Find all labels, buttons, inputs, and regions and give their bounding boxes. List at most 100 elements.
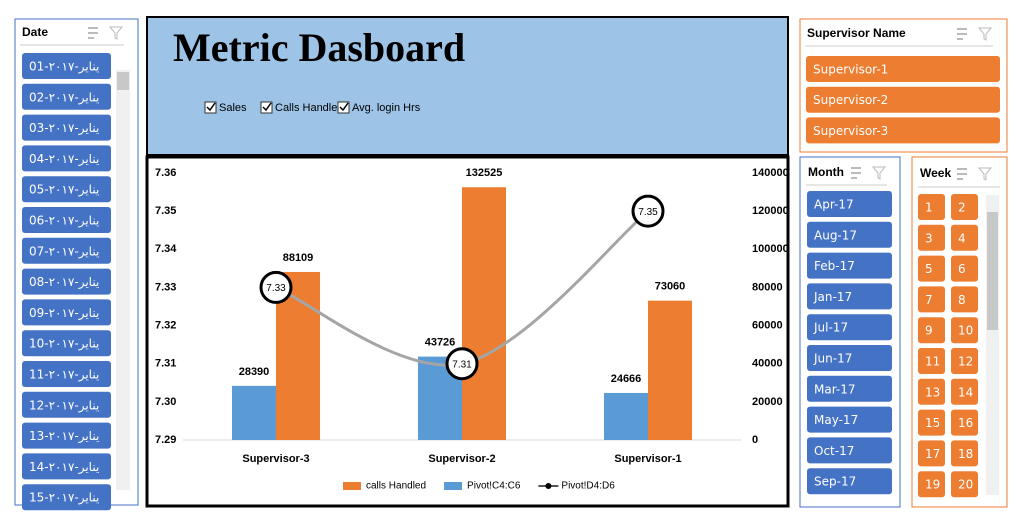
slicer-item[interactable] <box>951 286 978 313</box>
slicer-item[interactable] <box>918 224 945 251</box>
slicer-item-label: 4 <box>958 231 966 245</box>
slicer-header: Week <box>920 166 951 180</box>
slicer-item[interactable] <box>22 299 111 326</box>
multi-select-icon[interactable] <box>851 167 861 179</box>
slicer-item[interactable] <box>22 53 111 79</box>
checkbox[interactable] <box>204 101 217 114</box>
slicer-item-label: 15 <box>925 416 940 430</box>
slicer-item[interactable] <box>918 471 945 498</box>
slicer-item-label: 19 <box>925 478 940 492</box>
slicer-item[interactable] <box>951 224 978 251</box>
slicer-item-label: Jul-17 <box>813 321 848 335</box>
slicer-item-label: 15-يناير-٢٠١٧ <box>29 491 99 506</box>
y2-tick-label: 80000 <box>752 281 783 293</box>
slicer-item-label: 18 <box>958 447 973 461</box>
slicer-item-label: 11 <box>925 355 940 369</box>
slicer-item[interactable] <box>22 176 111 203</box>
check-mark <box>262 102 272 112</box>
slicer-item[interactable] <box>951 378 978 405</box>
slicer-item[interactable] <box>22 484 111 511</box>
checkbox[interactable] <box>260 101 273 114</box>
scrollbar[interactable] <box>116 70 130 490</box>
slicer-item[interactable] <box>951 348 978 374</box>
slicer-item[interactable] <box>807 221 892 248</box>
slicer-item[interactable] <box>951 255 978 282</box>
slicer-item[interactable] <box>807 375 892 402</box>
slicer-item-label: 20 <box>958 478 973 492</box>
slicer-item[interactable] <box>807 468 892 495</box>
dashboard-title: Metric Dasboard <box>173 25 465 70</box>
data-label: 73060 <box>655 281 686 293</box>
scroll-thumb[interactable] <box>117 72 129 90</box>
slicer-item[interactable] <box>22 207 111 233</box>
y2-tick-label: 20000 <box>752 396 783 408</box>
clear-filter-icon[interactable] <box>977 167 993 181</box>
slicer-item[interactable] <box>918 317 945 344</box>
slicer-item[interactable] <box>918 286 945 313</box>
scroll-thumb[interactable] <box>987 212 998 330</box>
slicer-item[interactable] <box>806 86 1000 113</box>
slicer-item-label: 13-يناير-٢٠١٧ <box>29 429 99 444</box>
line-marker <box>631 194 665 228</box>
slicer-item[interactable] <box>951 471 978 498</box>
slicer-item[interactable] <box>807 314 892 341</box>
slicer-item-label: Jun-17 <box>813 352 852 366</box>
slicer-item[interactable] <box>22 422 111 449</box>
slicer-item-label: Supervisor-3 <box>813 124 888 138</box>
slicer-item[interactable] <box>807 345 892 371</box>
multi-select-icon[interactable] <box>957 28 967 40</box>
slicer-item[interactable] <box>22 391 111 418</box>
slicer-item-label: 1 <box>925 201 933 215</box>
slicer-item[interactable] <box>22 145 111 172</box>
slicer-item-label: 7 <box>925 293 933 307</box>
data-label: 7.35 <box>638 207 658 218</box>
y-tick-label: 7.32 <box>155 319 176 331</box>
slicer-header: Month <box>808 165 844 179</box>
slicer-item[interactable] <box>951 440 978 467</box>
slicer-item[interactable] <box>807 191 892 217</box>
bar <box>232 385 276 440</box>
clear-filter-icon[interactable] <box>871 166 887 180</box>
slicer-item-label: 17 <box>925 447 940 461</box>
multi-select-icon[interactable] <box>88 27 98 39</box>
clear-filter-icon[interactable] <box>977 27 993 41</box>
slicer-item-label: 3 <box>925 231 933 245</box>
slicer-item[interactable] <box>22 453 111 480</box>
slicer-item[interactable] <box>22 83 111 110</box>
slicer-item[interactable] <box>951 194 978 220</box>
slicer-item[interactable] <box>918 255 945 282</box>
slicer-item[interactable] <box>918 348 945 374</box>
slicer-item[interactable] <box>951 409 978 436</box>
slicer-item[interactable] <box>806 117 1000 144</box>
slicer-item[interactable] <box>807 437 892 464</box>
slicer-item-label: Apr-17 <box>814 198 854 212</box>
checkbox[interactable] <box>337 101 350 114</box>
slicer-item-label: Supervisor-2 <box>813 93 888 107</box>
slicer-item[interactable] <box>22 237 111 264</box>
legend-swatch <box>545 483 552 489</box>
slicer-item-label: 10 <box>958 324 973 338</box>
slicer-item[interactable] <box>918 440 945 467</box>
clear-filter-icon[interactable] <box>108 26 124 40</box>
slicer-item[interactable] <box>918 409 945 436</box>
y2-tick-label: 100000 <box>752 243 789 255</box>
slicer-item[interactable] <box>22 361 111 387</box>
slicer-item[interactable] <box>806 56 1000 82</box>
slicer-item[interactable] <box>951 317 978 344</box>
slicer-item[interactable] <box>918 378 945 405</box>
slicer-item[interactable] <box>22 268 111 295</box>
slicer-item[interactable] <box>807 252 892 279</box>
slicer-item-label: Mar-17 <box>814 382 855 396</box>
y-tick-label: 7.30 <box>155 396 176 408</box>
slicer-item[interactable] <box>22 114 111 141</box>
slicer-item[interactable] <box>807 406 892 433</box>
slicer-item[interactable] <box>918 194 945 220</box>
data-label: 24666 <box>611 373 642 385</box>
slicer-item-label: 6 <box>958 262 966 276</box>
slicer-item[interactable] <box>807 283 892 310</box>
multi-select-icon[interactable] <box>957 168 967 180</box>
y2-tick-label: 0 <box>752 434 758 446</box>
slicer-item[interactable] <box>22 330 111 357</box>
slicer-item-label: 14-يناير-٢٠١٧ <box>29 460 99 475</box>
